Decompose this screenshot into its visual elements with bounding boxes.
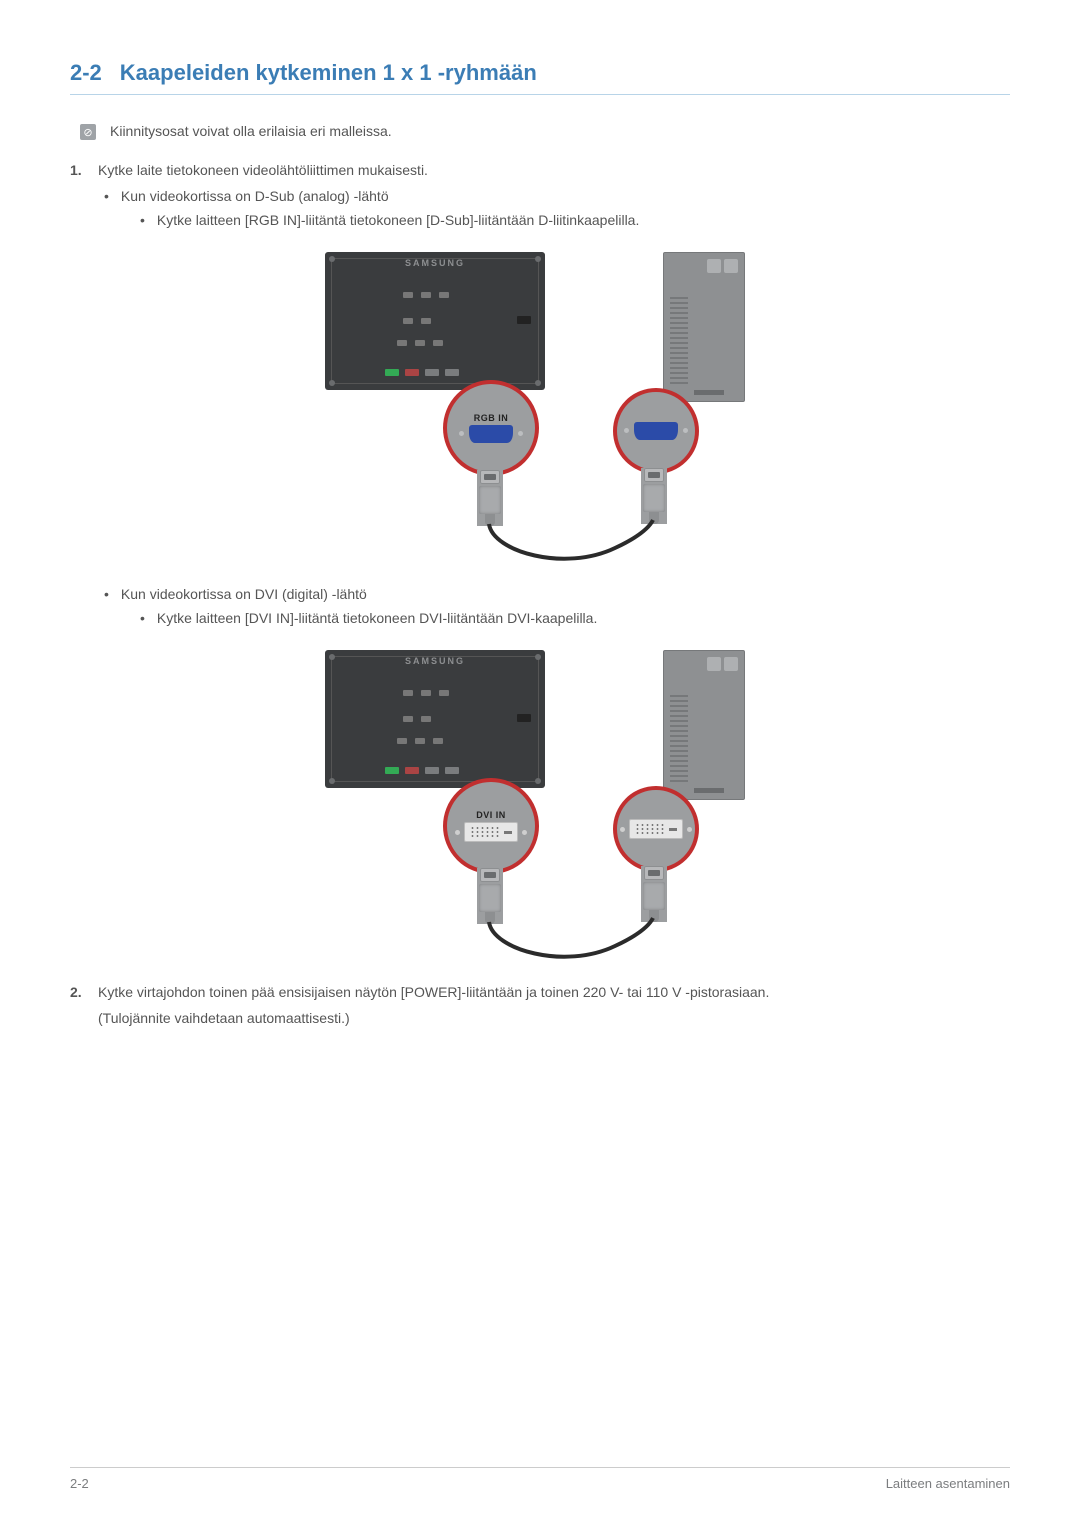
section-heading: 2-2 Kaapeleiden kytkeminen 1 x 1 -ryhmää… xyxy=(70,60,1010,95)
footer-right: Laitteen asentaminen xyxy=(886,1476,1010,1491)
cable-icon xyxy=(325,650,755,950)
step-1-dvi-text: Kun videokortissa on DVI (digital) -läht… xyxy=(121,586,367,602)
step-2-text: Kytke virtajohdon toinen pää ensisijaise… xyxy=(98,984,769,1000)
footer-left: 2-2 xyxy=(70,1476,89,1491)
step-2: 2. Kytke virtajohdon toinen pää ensisija… xyxy=(70,984,1010,1026)
heading-number: 2-2 xyxy=(70,60,102,86)
figure-dvi: SAMSUNG DVI IN xyxy=(70,650,1010,950)
step-2-text-2: (Tulojännite vaihdetaan automaattisesti.… xyxy=(98,1010,1010,1026)
step-1-dvi-sub: • Kytke laitteen [DVI IN]-liitäntä tieto… xyxy=(140,610,1010,626)
step-1-dsub-text: Kun videokortissa on D-Sub (analog) -läh… xyxy=(121,188,389,204)
bullet-icon: • xyxy=(140,212,145,228)
bullet-icon: • xyxy=(140,610,145,626)
step-1-dsub: • Kun videokortissa on D-Sub (analog) -l… xyxy=(104,188,1010,204)
figure-dvi-canvas: SAMSUNG DVI IN xyxy=(325,650,755,950)
note-icon: ⊘ xyxy=(80,124,96,140)
figure-rgb-canvas: SAMSUNG RGB IN xyxy=(325,252,755,552)
step-1-dsub-sub: • Kytke laitteen [RGB IN]-liitäntä tieto… xyxy=(140,212,1010,228)
heading-title: Kaapeleiden kytkeminen 1 x 1 -ryhmään xyxy=(120,60,537,86)
step-1-dvi-sub-text: Kytke laitteen [DVI IN]-liitäntä tietoko… xyxy=(157,610,597,626)
cable-icon xyxy=(325,252,755,552)
step-1-dvi: • Kun videokortissa on DVI (digital) -lä… xyxy=(104,586,1010,602)
step-1: 1. Kytke laite tietokoneen videolähtölii… xyxy=(70,162,1010,178)
figure-rgb: SAMSUNG RGB IN xyxy=(70,252,1010,552)
bullet-icon: • xyxy=(104,188,109,204)
step-1-dsub-sub-text: Kytke laitteen [RGB IN]-liitäntä tietoko… xyxy=(157,212,639,228)
note-text: Kiinnitysosat voivat olla erilaisia eri … xyxy=(110,123,392,139)
step-1-number: 1. xyxy=(70,162,88,178)
page-footer: 2-2 Laitteen asentaminen xyxy=(70,1467,1010,1491)
note-row: ⊘ Kiinnitysosat voivat olla erilaisia er… xyxy=(80,123,1010,140)
bullet-icon: • xyxy=(104,586,109,602)
step-1-text: Kytke laite tietokoneen videolähtöliitti… xyxy=(98,162,428,178)
step-2-number: 2. xyxy=(70,984,88,1000)
